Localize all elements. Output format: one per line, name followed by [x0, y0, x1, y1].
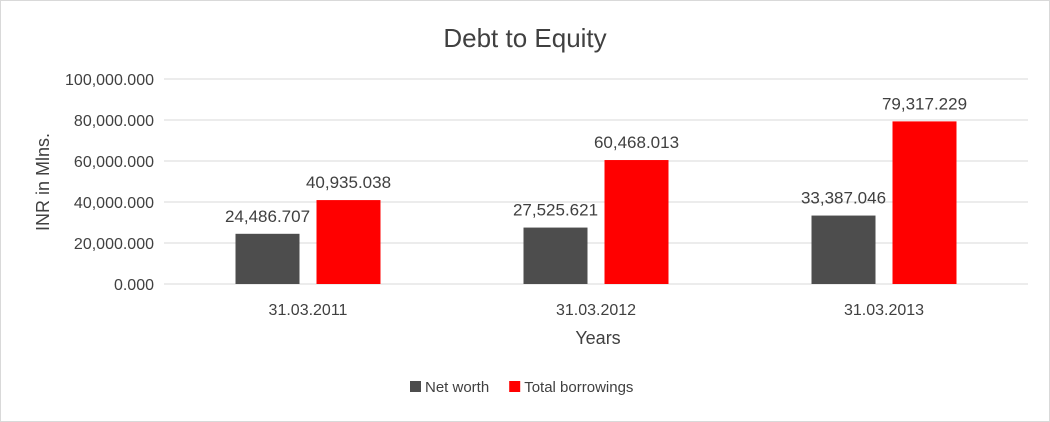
bar-total-borrowings: [604, 160, 669, 284]
data-label: 33,387.046: [801, 189, 886, 208]
y-tick-label: 80,000.000: [74, 113, 154, 130]
data-label: 60,468.013: [594, 133, 679, 152]
y-tick-label: 0.000: [114, 277, 154, 294]
legend-swatch: [410, 381, 421, 392]
bar-net-worth: [523, 227, 588, 284]
y-axis-ticks: 0.000 20,000.000 40,000.000 60,000.000 80,00…: [65, 72, 154, 294]
legend: Net worth Total borrowings: [410, 379, 633, 396]
data-label: 79,317.229: [882, 94, 967, 113]
bar-net-worth: [811, 215, 876, 284]
x-tick-label: 31.03.2011: [269, 302, 348, 319]
legend-entry: Total borrowings: [524, 379, 633, 396]
x-tick-label: 31.03.2013: [844, 302, 924, 319]
y-tick-label: 20,000.000: [74, 236, 154, 253]
gridlines: [164, 78, 1028, 285]
bar-total-borrowings: [316, 200, 381, 284]
x-axis-ticks: 31.03.2011 31.03.2012 31.03.2013: [269, 302, 925, 319]
y-tick-label: 100,000.000: [65, 72, 154, 89]
y-tick-label: 60,000.000: [74, 154, 154, 171]
x-tick-label: 31.03.2012: [556, 302, 636, 319]
data-labels: 24,486.707 40,935.038 27,525.621 60,468.013…: [225, 94, 967, 225]
y-axis-label: INR in Mlns.: [33, 133, 53, 231]
bars: [235, 121, 957, 284]
chart-title: Debt to Equity: [443, 23, 606, 53]
bar-total-borrowings: [892, 121, 957, 284]
legend-entry: Net worth: [425, 379, 489, 396]
y-tick-label: 40,000.000: [74, 195, 154, 212]
bar-net-worth: [235, 233, 300, 284]
x-axis-label: Years: [575, 328, 620, 348]
legend-swatch: [509, 381, 521, 392]
data-label: 27,525.621: [513, 201, 598, 220]
data-label: 40,935.038: [306, 173, 391, 192]
data-label: 24,486.707: [225, 207, 310, 226]
